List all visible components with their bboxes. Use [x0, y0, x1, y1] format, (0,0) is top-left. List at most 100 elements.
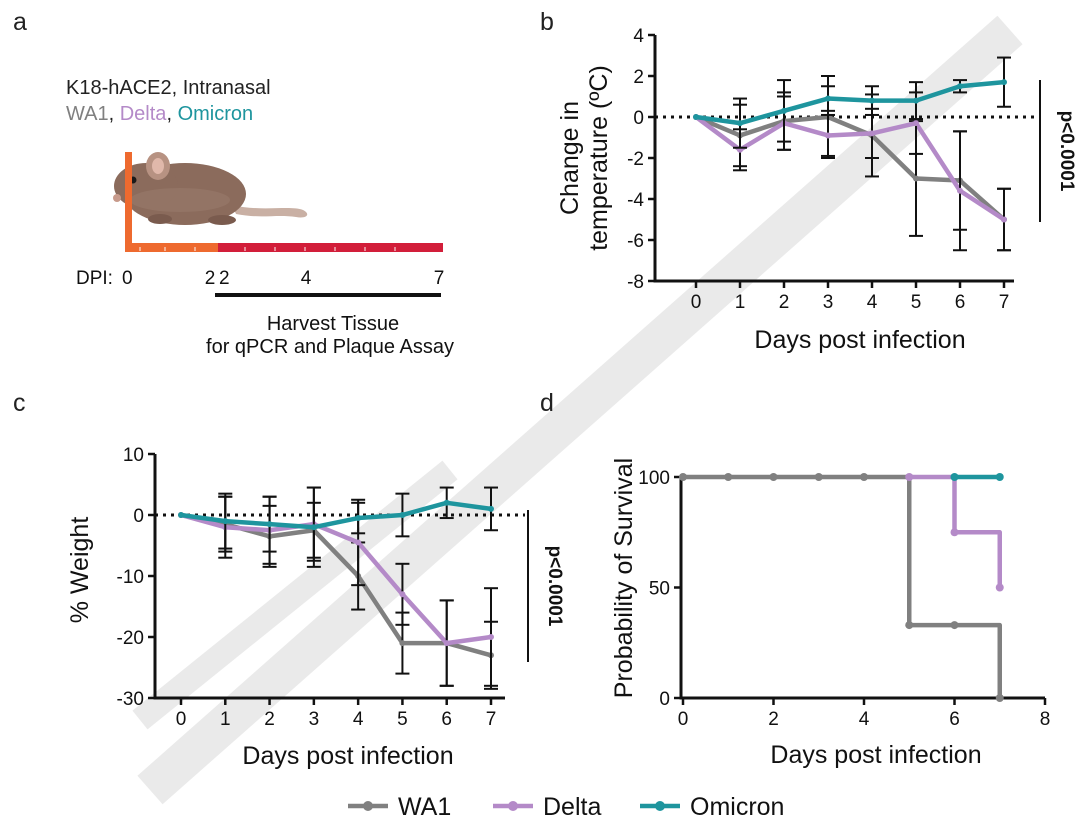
c-delta-line: [180, 512, 492, 646]
b-omicron-point-1: [737, 120, 743, 127]
b-x-tick-label-3: 3: [823, 292, 834, 313]
c-y-tick-label-10: 10: [123, 445, 144, 466]
c-x-tick-label-7: 7: [486, 709, 497, 730]
c-omicron-point-1: [222, 518, 229, 525]
panel-letter-d: d: [540, 389, 554, 417]
virus-label: WA1, Delta, Omicron: [66, 103, 253, 125]
legend-delta-swatch-dot: [508, 801, 518, 811]
b-omicron-point-4: [869, 97, 875, 104]
d-y-tick-label-0: 0: [659, 689, 670, 710]
d-y-tick-label-100: 100: [638, 468, 670, 489]
c-delta-point-4: [355, 539, 362, 546]
c-omicron-point-4: [355, 515, 362, 522]
b-omicron-point-0: [693, 114, 699, 120]
d-wa1-point-2: [769, 473, 778, 481]
harvest-label-2: for qPCR and Plaque Assay: [206, 336, 454, 358]
b-delta-point-3: [825, 132, 831, 139]
d-wa1-point-0: [679, 473, 687, 481]
b-omicron-point-6: [957, 83, 963, 90]
b-delta-point-4: [869, 130, 875, 137]
b-y-tick-label--6: -6: [627, 231, 644, 252]
b-x-tick-label-4: 4: [867, 292, 878, 313]
d-wa1-point-1: [724, 473, 733, 481]
d-delta-point-7: [995, 583, 1004, 592]
b-y-tick-label-2: 2: [633, 67, 644, 88]
d-wa1-point-6: [950, 621, 959, 630]
b-omicron-point-7: [1001, 79, 1007, 86]
b-omicron-point-5: [913, 97, 919, 104]
legend-delta-label: Delta: [543, 793, 601, 821]
virus-label-part-1: ,: [109, 103, 120, 125]
temperature-chart: 4 2 0 -2 -4 -6 -8 0 1 2 3 4 5 6 7 Days post infection Ch…: [556, 26, 1077, 354]
b-y-axis-title-1: temperature (ºC): [585, 65, 613, 251]
d-wa1-point-5: [905, 621, 914, 630]
d-omicron-point-7: [995, 473, 1004, 481]
d-x-tick-label-8: 8: [1040, 709, 1051, 730]
virus-label-part-3: ,: [166, 103, 177, 125]
c-omicron-point-2: [266, 521, 273, 528]
d-wa1-point-3: [814, 473, 823, 481]
c-delta-point-5: [399, 591, 406, 598]
legend-omicron-label: Omicron: [690, 793, 784, 821]
c-x-tick-label-5: 5: [397, 709, 408, 730]
dpi-tick-0: 0: [122, 268, 133, 289]
b-y-tick-label-0: 0: [633, 108, 644, 129]
c-x-tick-label-1: 1: [220, 709, 231, 730]
b-delta-point-5: [913, 120, 919, 127]
legend-wa1-label: WA1: [398, 793, 451, 821]
c-omicron-line: [180, 500, 492, 530]
harvest-bar: [215, 293, 441, 297]
dpi-tick-2b: 2: [219, 268, 230, 289]
c-x-tick-label-0: 0: [176, 709, 187, 730]
dpi-tick-7: 7: [434, 268, 445, 289]
d-x-tick-label-0: 0: [678, 709, 689, 730]
c-omicron-point-6: [443, 499, 450, 506]
b-y-tick-label-4: 4: [633, 26, 644, 47]
b-wa1-point-5: [913, 175, 919, 182]
c-y-tick-label--20: -20: [117, 628, 144, 649]
virus-label-part-0: WA1: [66, 103, 109, 125]
d-x-tick-label-6: 6: [949, 709, 960, 730]
retracted-watermark: [132, 15, 1023, 805]
c-delta-point-6: [443, 640, 450, 647]
d-x-tick-label-2: 2: [768, 709, 779, 730]
panel-letter-c: c: [13, 389, 26, 417]
timeline-ticks: [139, 247, 396, 251]
c-wa1-point-5: [399, 640, 406, 647]
c-y-tick-label--30: -30: [117, 689, 144, 710]
b-omicron-point-2: [781, 107, 787, 114]
panel-letter-a: a: [13, 8, 27, 36]
b-y-tick-label--2: -2: [627, 149, 644, 170]
c-delta-point-7: [488, 634, 494, 640]
b-omicron-point-3: [825, 95, 831, 102]
b-x-axis-title: Days post infection: [754, 326, 965, 354]
b-x-tick-label-1: 1: [735, 292, 746, 313]
b-x-tick-label-0: 0: [691, 292, 702, 313]
b-delta-point-6: [957, 187, 963, 194]
panel-letter-b: b: [540, 8, 554, 36]
d-x-axis-title: Days post infection: [770, 741, 981, 769]
c-omicron-point-7: [488, 505, 494, 512]
dpi-tick-4: 4: [301, 268, 312, 289]
c-x-tick-label-3: 3: [309, 709, 320, 730]
virus-label-part-2: Delta: [120, 103, 168, 125]
d-delta-point-6: [950, 528, 959, 537]
d-y-axis-title-0: Probability of Survival: [610, 458, 638, 698]
mouse-icon: [113, 152, 308, 225]
dpi-tick-2a: 2: [205, 268, 216, 289]
c-y-tick-label--10: -10: [117, 567, 144, 588]
d-y-tick-label-50: 50: [649, 579, 670, 600]
b-significance-label: p<0.0001: [1056, 111, 1077, 192]
b-x-tick-label-5: 5: [911, 292, 922, 313]
c-omicron-point-5: [399, 512, 406, 518]
c-y-axis-title-0: % Weight: [66, 517, 94, 624]
dpi-label: DPI:: [76, 268, 113, 289]
b-delta-point-7: [1001, 216, 1007, 223]
c-significance-label: p<0.0001: [544, 546, 565, 627]
legend-wa1-swatch-dot: [363, 801, 373, 811]
d-x-tick-label-4: 4: [859, 709, 870, 730]
survival-chart: 0 50 100 0 2 4 6 8 Days post infection Probabilit…: [610, 458, 1050, 769]
legend: WA1 Delta Omicron: [348, 793, 784, 821]
b-x-tick-label-2: 2: [779, 292, 790, 313]
